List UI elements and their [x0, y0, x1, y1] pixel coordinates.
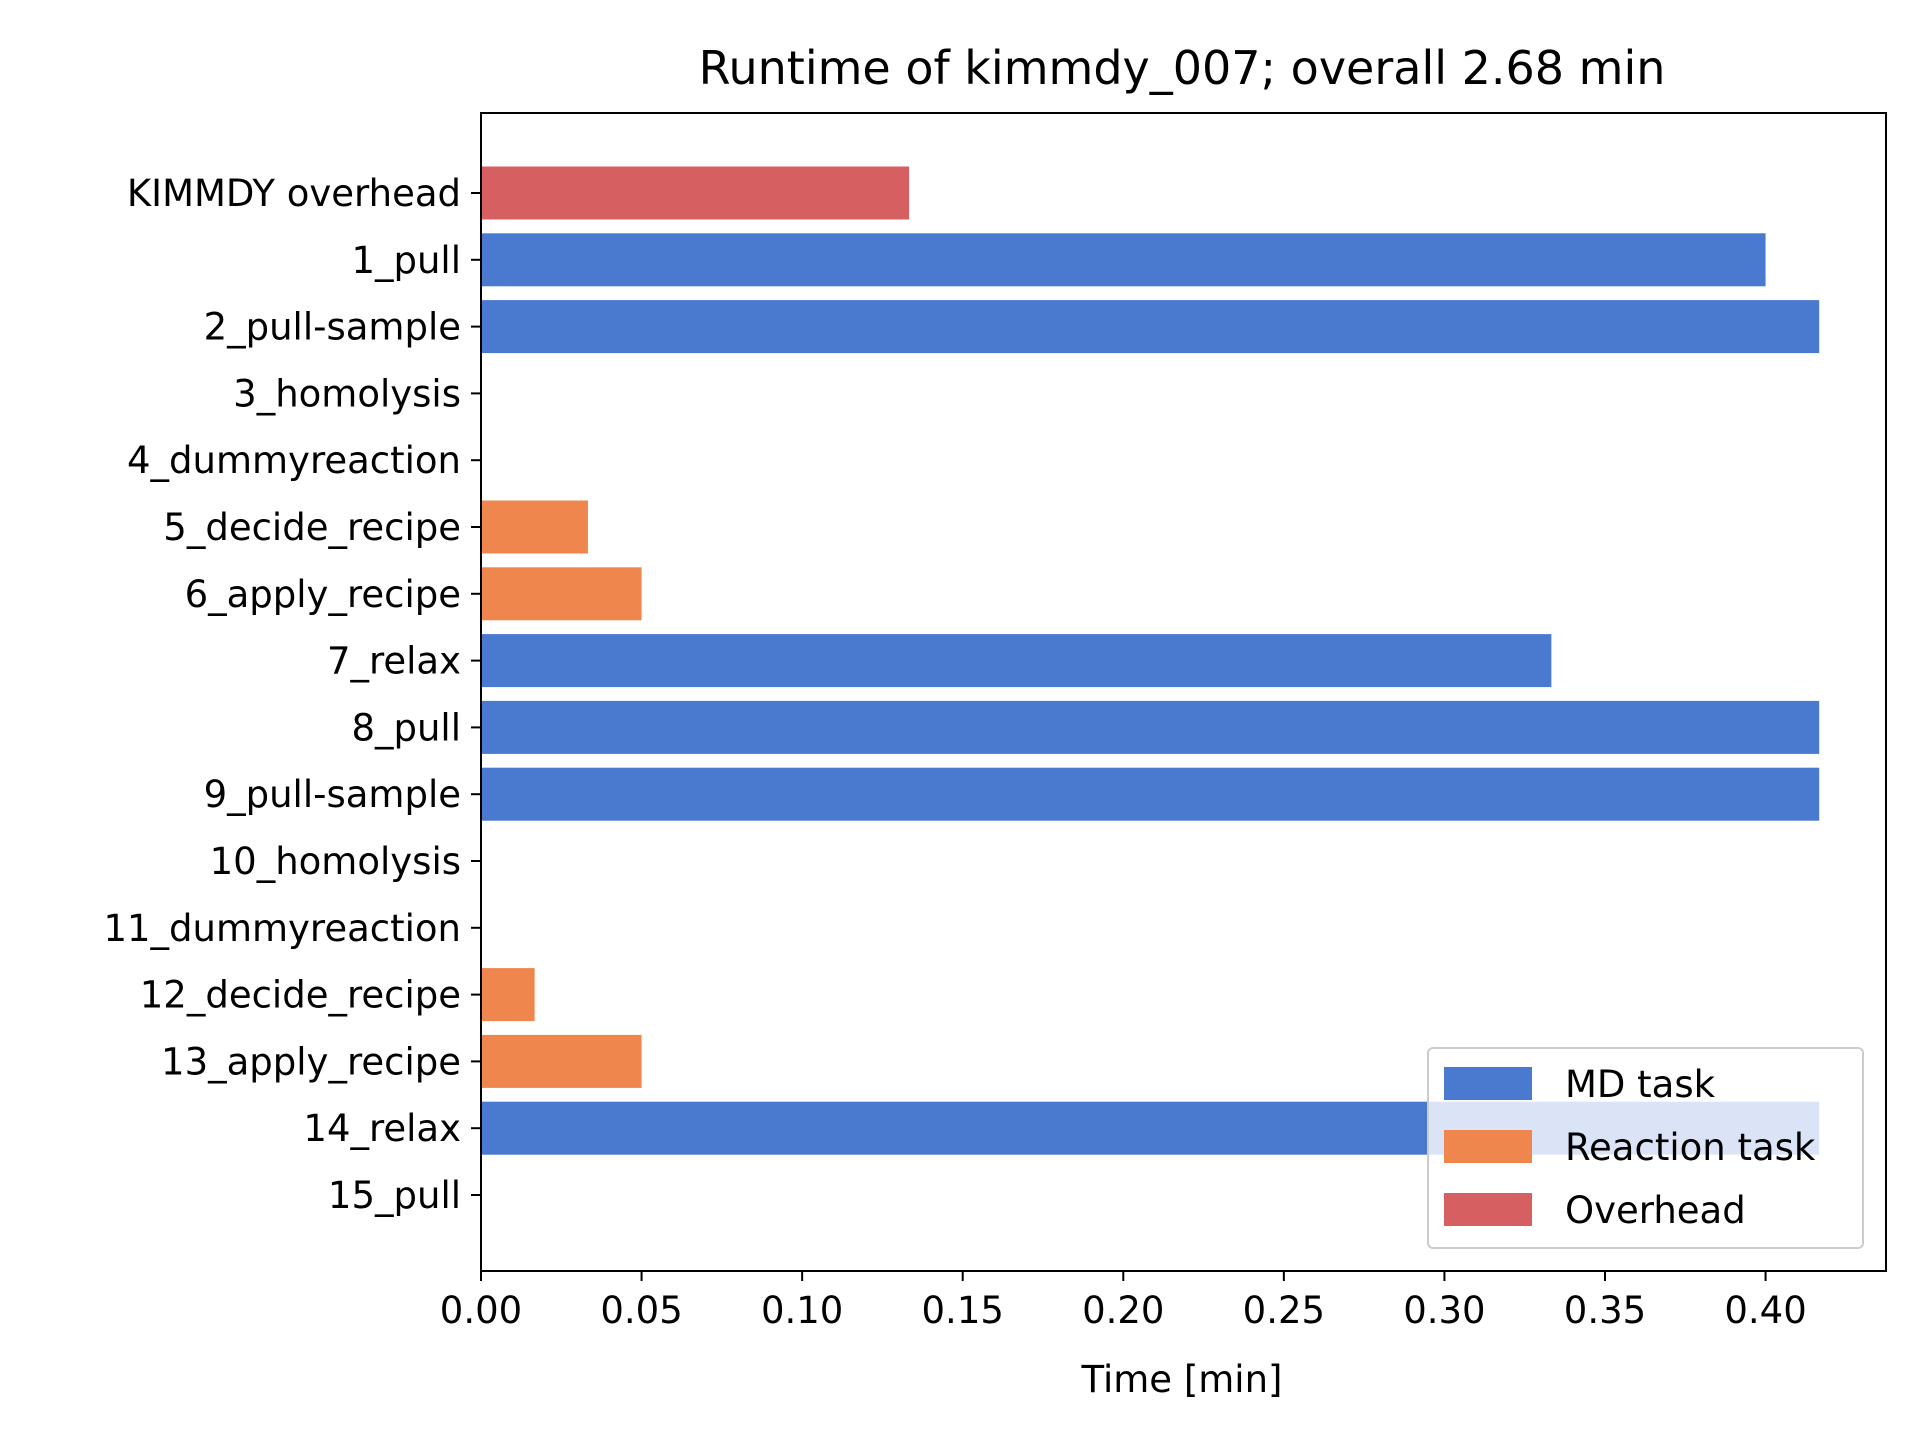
chart-title: Runtime of kimmdy_007; overall 2.68 min — [699, 41, 1666, 95]
category-label: 10_homolysis — [210, 840, 461, 883]
x-tick-label: 0.25 — [1243, 1289, 1325, 1332]
legend-label: Overhead — [1565, 1189, 1746, 1232]
legend-swatch — [1444, 1193, 1532, 1226]
bar-2_pull-sample — [481, 300, 1820, 354]
plot-frame — [480, 112, 1887, 1272]
x-tick-label: 0.30 — [1403, 1289, 1485, 1332]
legend-label: Reaction task — [1565, 1126, 1816, 1169]
x-tick-label: 0.20 — [1082, 1289, 1164, 1332]
x-tick-label: 0.05 — [600, 1289, 682, 1332]
category-label: 6_apply_recipe — [185, 573, 461, 616]
category-labels: KIMMDY overhead 1_pull 2_pull-sample 3_homo… — [103, 172, 481, 1217]
category-label: 1_pull — [351, 239, 461, 282]
bar-13_apply_recipe — [481, 1034, 642, 1088]
category-label: 7_relax — [327, 640, 461, 683]
x-tick-label: 0.10 — [761, 1289, 843, 1332]
bars-group — [481, 166, 1820, 1155]
x-tick-label: 0.40 — [1724, 1289, 1806, 1332]
bar-7_relax — [481, 634, 1552, 688]
bar-1_pull — [481, 233, 1766, 287]
x-tick-label: 0.00 — [440, 1289, 522, 1332]
category-label: KIMMDY overhead — [127, 172, 461, 215]
bar-12_decide_recipe — [481, 968, 535, 1022]
legend-swatch — [1444, 1067, 1532, 1100]
x-ticks: 0.00 0.05 0.10 0.15 0.20 0.25 0.30 0.35 0.40 — [440, 1271, 1807, 1332]
category-label: 15_pull — [328, 1174, 461, 1217]
category-label: 2_pull-sample — [204, 306, 461, 349]
category-label: 4_dummyreaction — [127, 439, 461, 482]
category-label: 12_decide_recipe — [140, 974, 461, 1017]
x-tick-label: 0.15 — [922, 1289, 1004, 1332]
x-axis-label: Time [min] — [1081, 1358, 1283, 1401]
bar-9_pull-sample — [481, 767, 1820, 821]
bar-5_decide_recipe — [481, 500, 588, 554]
legend-label: MD task — [1565, 1063, 1716, 1106]
legend-swatch — [1444, 1130, 1532, 1163]
bar-8_pull — [481, 700, 1820, 754]
category-label: 14_relax — [303, 1107, 461, 1150]
category-label: 9_pull-sample — [204, 773, 461, 816]
category-label: 13_apply_recipe — [161, 1040, 461, 1083]
category-label: 11_dummyreaction — [103, 907, 461, 950]
category-label: 5_decide_recipe — [163, 506, 461, 549]
legend-box — [1427, 1047, 1864, 1249]
bar-6_apply_recipe — [481, 567, 642, 621]
category-label: 8_pull — [351, 706, 461, 749]
bar-KIMMDY overhead — [481, 166, 910, 220]
x-tick-label: 0.35 — [1564, 1289, 1646, 1332]
category-label: 3_homolysis — [233, 372, 461, 415]
legend: MD task Reaction task Overhead — [1427, 1047, 1864, 1249]
